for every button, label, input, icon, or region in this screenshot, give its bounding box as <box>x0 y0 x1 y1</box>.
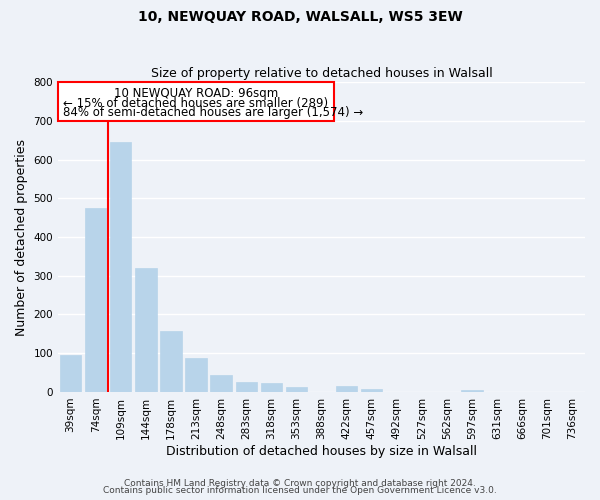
Bar <box>160 331 182 392</box>
Bar <box>461 390 483 392</box>
Text: 10 NEWQUAY ROAD: 96sqm: 10 NEWQUAY ROAD: 96sqm <box>114 86 278 100</box>
Bar <box>286 387 307 392</box>
Bar <box>236 382 257 392</box>
Text: 84% of semi-detached houses are larger (1,574) →: 84% of semi-detached houses are larger (… <box>63 106 364 119</box>
Bar <box>361 389 382 392</box>
FancyBboxPatch shape <box>58 82 334 121</box>
X-axis label: Distribution of detached houses by size in Walsall: Distribution of detached houses by size … <box>166 444 477 458</box>
Y-axis label: Number of detached properties: Number of detached properties <box>15 138 28 336</box>
Bar <box>260 384 282 392</box>
Bar <box>60 355 81 392</box>
Text: 10, NEWQUAY ROAD, WALSALL, WS5 3EW: 10, NEWQUAY ROAD, WALSALL, WS5 3EW <box>137 10 463 24</box>
Text: Contains public sector information licensed under the Open Government Licence v3: Contains public sector information licen… <box>103 486 497 495</box>
Bar <box>211 376 232 392</box>
Text: ← 15% of detached houses are smaller (289): ← 15% of detached houses are smaller (28… <box>63 97 328 110</box>
Bar <box>336 386 357 392</box>
Bar <box>110 142 131 392</box>
Bar <box>185 358 207 392</box>
Text: Contains HM Land Registry data © Crown copyright and database right 2024.: Contains HM Land Registry data © Crown c… <box>124 478 476 488</box>
Bar <box>135 268 157 392</box>
Bar <box>85 208 106 392</box>
Title: Size of property relative to detached houses in Walsall: Size of property relative to detached ho… <box>151 66 493 80</box>
